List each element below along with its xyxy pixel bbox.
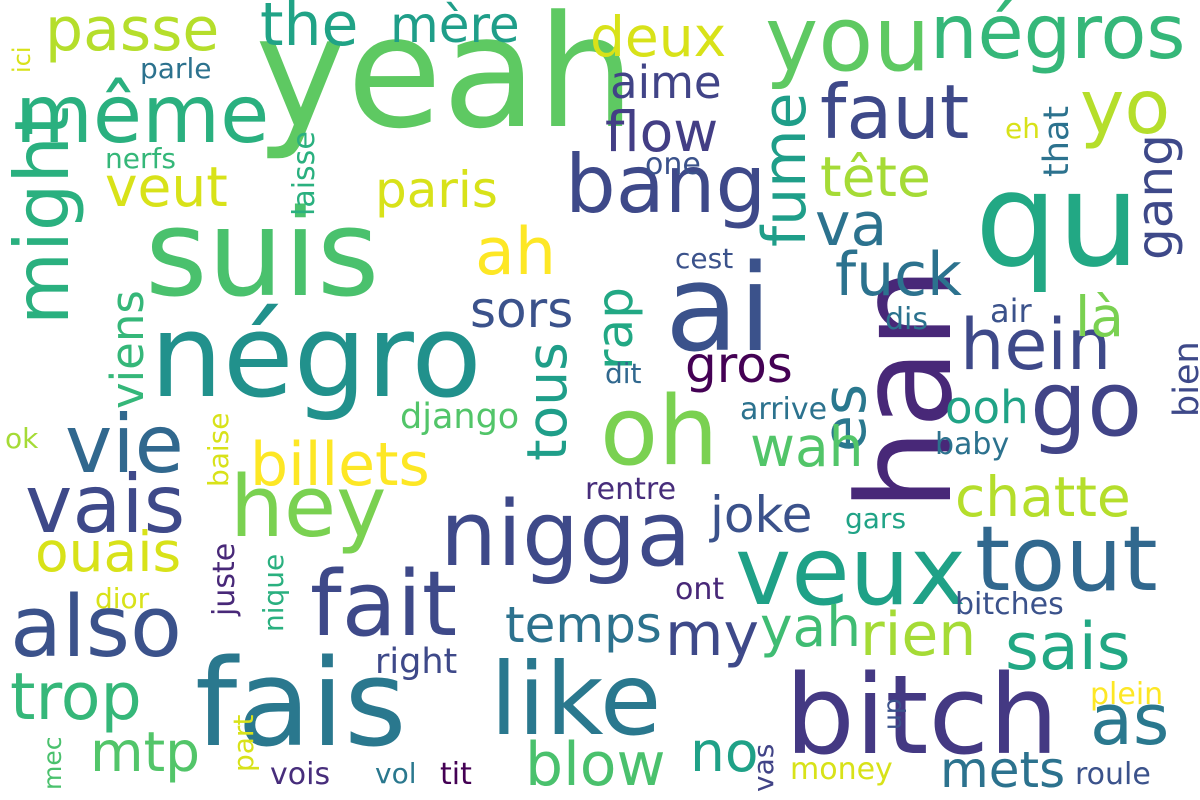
cloud-word: roule <box>1075 757 1151 792</box>
cloud-word: right <box>375 642 458 682</box>
cloud-word: air <box>990 292 1032 330</box>
cloud-word: vas <box>747 743 780 792</box>
cloud-word: nigga <box>440 482 692 587</box>
cloud-word: billets <box>250 430 430 500</box>
cloud-word: nique <box>257 553 290 632</box>
cloud-word: vol <box>375 757 417 790</box>
cloud-word: baise <box>202 412 235 487</box>
cloud-word: the <box>260 0 359 60</box>
cloud-word: tit <box>440 757 472 792</box>
cloud-word: rien <box>860 600 977 670</box>
cloud-word: part <box>227 714 260 772</box>
cloud-word: ooh <box>945 381 1029 434</box>
cloud-word: yeah <box>255 0 636 163</box>
cloud-word: même <box>15 68 270 161</box>
cloud-word: yo <box>1080 63 1171 151</box>
cloud-word: nerfs <box>105 142 176 175</box>
cloud-word: gars <box>845 502 907 535</box>
cloud-word: tête <box>820 145 931 209</box>
cloud-word: veut <box>105 155 228 219</box>
cloud-word: yah <box>760 595 862 659</box>
cloud-word: hein <box>960 304 1112 386</box>
cloud-word: bien <box>1167 341 1200 417</box>
cloud-word: one <box>645 147 701 182</box>
cloud-word: ah <box>475 215 557 290</box>
cloud-word: like <box>490 641 662 758</box>
cloud-word: aime <box>610 56 722 109</box>
cloud-word: fais <box>195 635 407 774</box>
cloud-word: chatte <box>955 465 1131 529</box>
cloud-word: eh <box>1005 112 1040 145</box>
cloud-word: up <box>878 698 907 730</box>
cloud-word: plein <box>1090 677 1164 712</box>
cloud-word: cest <box>675 242 734 275</box>
cloud-word: flow <box>605 100 719 164</box>
cloud-word: you <box>765 0 931 92</box>
cloud-word: fuck <box>835 240 962 310</box>
cloud-word: veux <box>735 517 967 627</box>
cloud-word: ai <box>665 240 772 379</box>
cloud-word: passe <box>45 0 220 65</box>
cloud-word: vais <box>25 458 186 551</box>
cloud-word: wah <box>750 415 864 479</box>
cloud-word: hey <box>230 458 387 557</box>
cloud-word: might <box>0 106 86 325</box>
cloud-word: paris <box>375 161 498 219</box>
cloud-word: vie <box>65 398 184 491</box>
cloud-word: négro <box>150 290 482 424</box>
cloud-word: qu <box>975 144 1140 296</box>
cloud-word: vois <box>270 757 331 792</box>
cloud-word: ici <box>8 46 36 73</box>
cloud-word: no <box>690 720 759 784</box>
cloud-word: fume <box>750 92 820 247</box>
cloud-word: mère <box>390 0 520 54</box>
cloud-word: laisse <box>287 131 322 216</box>
cloud-word: parle <box>140 52 212 85</box>
cloud-word: ok <box>5 422 39 455</box>
cloud-word: django <box>400 397 520 437</box>
cloud-word: sors <box>470 281 574 339</box>
cloud-word: rentre <box>585 472 677 507</box>
cloud-word: my <box>665 600 759 670</box>
cloud-word: trop <box>10 660 142 735</box>
cloud-word: tout <box>975 507 1158 612</box>
cloud-word: fait <box>310 552 458 657</box>
cloud-word: va <box>815 190 888 260</box>
cloud-word: sais <box>1005 610 1131 685</box>
cloud-word: money <box>790 752 893 787</box>
cloud-word: suis <box>145 185 380 324</box>
cloud-word: temps <box>505 596 662 654</box>
cloud-word: juste <box>207 542 242 616</box>
cloud-word: mets <box>940 741 1066 799</box>
cloud-word: joke <box>710 486 813 544</box>
cloud-word: viens <box>101 290 154 409</box>
cloud-word: ont <box>675 572 725 607</box>
cloud-word: bitches <box>955 587 1064 622</box>
cloud-word: that <box>1037 105 1077 177</box>
cloud-word: dit <box>605 357 642 390</box>
cloud-word: mtp <box>90 720 201 784</box>
cloud-word: mec <box>38 736 67 790</box>
cloud-word: dis <box>885 302 929 337</box>
cloud-word: dior <box>95 582 150 615</box>
cloud-word: deux <box>590 5 727 69</box>
cloud-word: ouais <box>35 520 182 584</box>
cloud-word: gang <box>1126 134 1184 260</box>
cloud-word: gros <box>685 336 793 394</box>
cloud-word: arrive <box>740 392 828 427</box>
cloud-word: go <box>1030 352 1143 457</box>
cloud-word: bang <box>565 138 767 231</box>
cloud-word: faut <box>820 68 970 156</box>
cloud-word: là <box>1075 285 1124 349</box>
cloud-word: also <box>10 578 182 677</box>
cloud-word: baby <box>935 427 1010 462</box>
cloud-word: tous <box>515 342 579 461</box>
cloud-word: négros <box>930 0 1186 76</box>
cloud-word: bitch <box>785 651 1059 779</box>
cloud-word: oh <box>600 377 719 487</box>
cloud-word: as <box>1090 679 1170 761</box>
cloud-word: blow <box>525 730 666 800</box>
